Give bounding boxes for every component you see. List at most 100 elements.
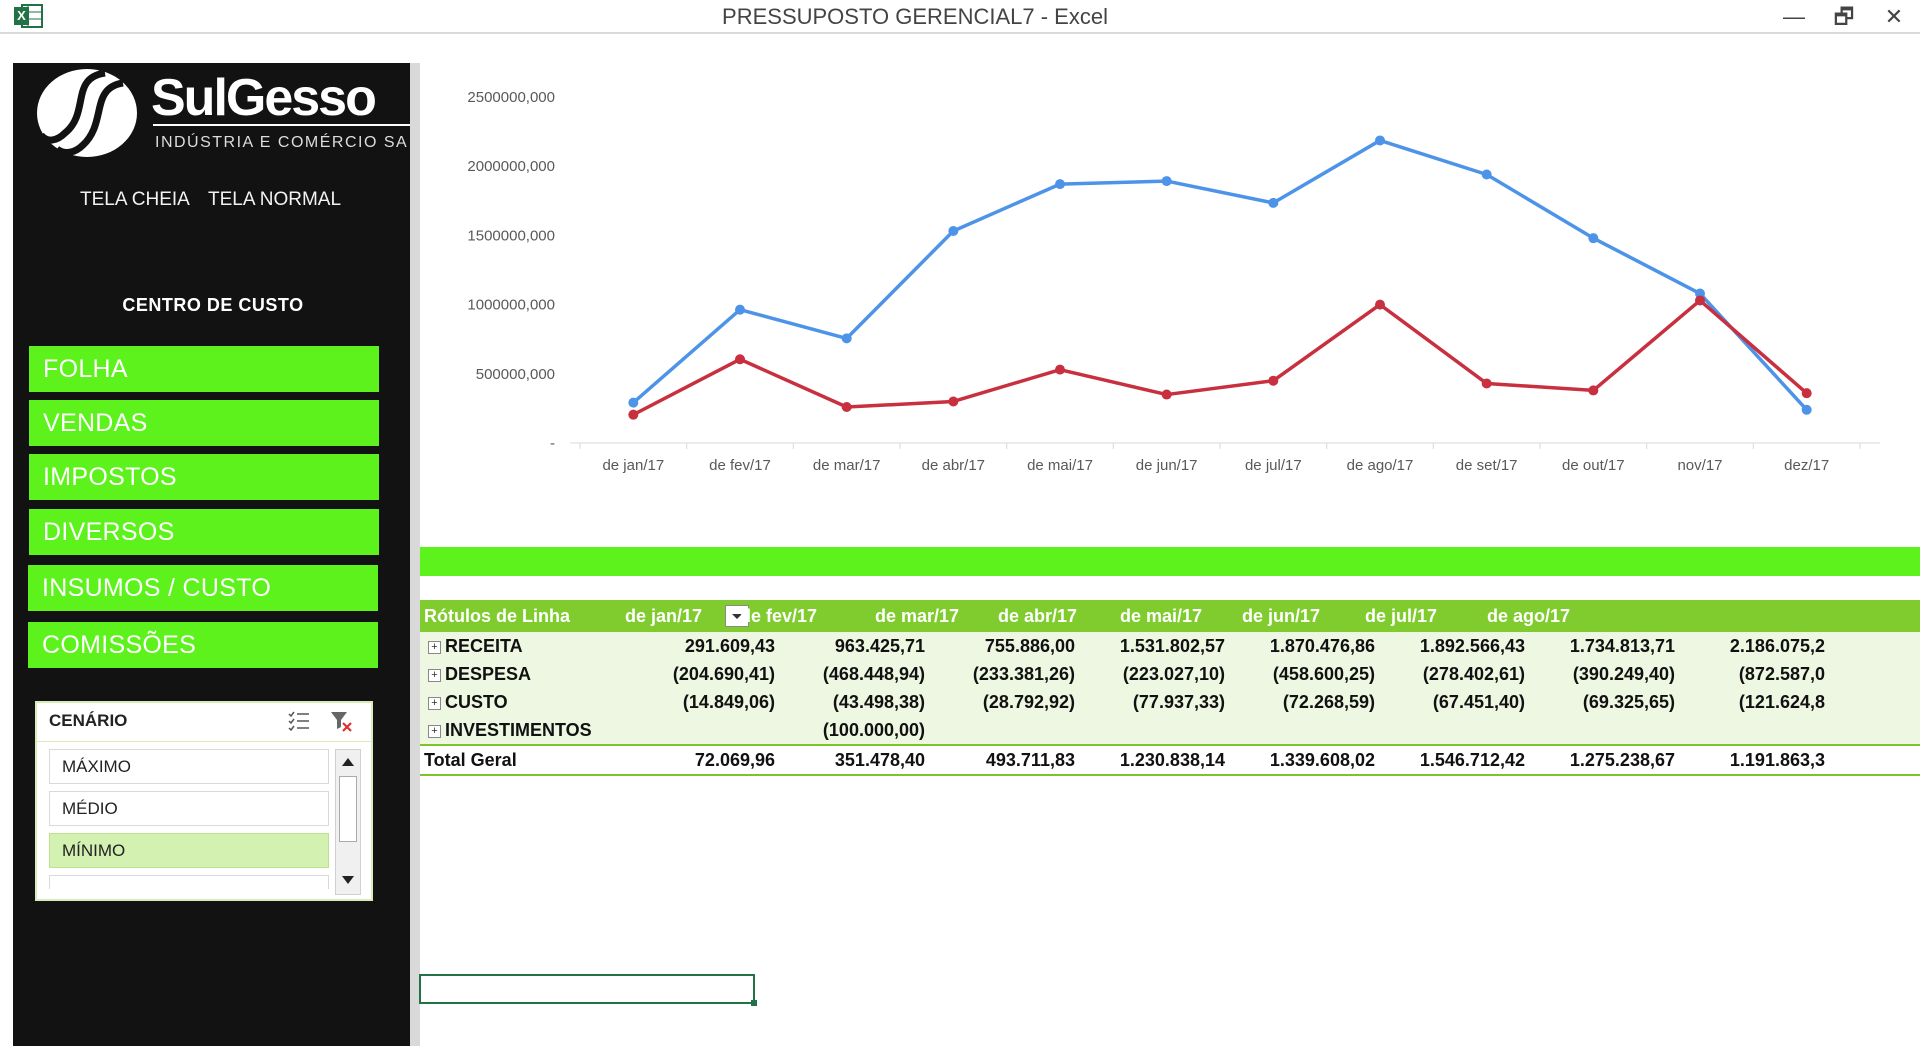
minimize-button[interactable]: — (1774, 2, 1814, 32)
menu-vendas-button[interactable]: VENDAS (29, 400, 379, 446)
pivot-col-header: de ago/17 (1487, 606, 1571, 626)
pivot-row: + DESPESA (204.690,41) (468.448,94) (233.381… (420, 660, 1920, 688)
pivot-total-cell: 72.069,96 (694, 750, 775, 770)
pivot-row-label[interactable]: + RECEITA (428, 632, 523, 660)
y-tick-label: 500000,000 (476, 366, 555, 383)
y-tick-label: 1500000,000 (467, 227, 555, 244)
x-tick-label: de abr/17 (922, 457, 985, 474)
expand-plus-icon[interactable]: + (428, 724, 441, 738)
pivot-table: Rótulos de Linha de jan/17 de fev/17 de ma… (420, 600, 1920, 780)
menu-impostos-button[interactable]: IMPOSTOS (29, 454, 379, 500)
pivot-cell: 1.892.566,43 (1419, 636, 1525, 656)
scroll-down-arrow-icon[interactable] (338, 870, 358, 890)
x-tick-label: nov/17 (1677, 457, 1722, 474)
series-0-point (1695, 288, 1705, 299)
pivot-row-label[interactable]: + CUSTO (428, 688, 508, 716)
series-1-point (1801, 388, 1812, 399)
slicer-item-partial (49, 875, 329, 889)
fill-handle[interactable] (751, 1000, 757, 1006)
series-0-point (735, 304, 745, 315)
pivot-cell: (67.451,40) (1432, 692, 1525, 712)
pivot-row-label-text: INVESTIMENTOS (445, 720, 592, 740)
pivot-total-cell: 1.230.838,14 (1119, 750, 1225, 770)
expand-plus-icon[interactable]: + (428, 696, 441, 710)
menu-insumos-custo-button[interactable]: INSUMOS / CUSTO (28, 565, 378, 611)
slicer-scrollbar[interactable] (335, 749, 361, 895)
pivot-cell (1525, 716, 1675, 744)
slicer-header: CENÁRIO (37, 703, 371, 742)
scroll-thumb[interactable] (339, 776, 357, 842)
selected-cell[interactable] (419, 974, 757, 1006)
excel-icon: X (14, 4, 43, 28)
menu-comissoes-button[interactable]: COMISSÕES (28, 622, 378, 668)
series-0-point (1161, 176, 1172, 187)
expand-plus-icon[interactable]: + (428, 668, 441, 682)
pivot-cell (1075, 716, 1225, 744)
series-1-point (841, 402, 852, 413)
pivot-cell: (14.849,06) (682, 692, 775, 712)
close-icon: ✕ (1884, 4, 1904, 29)
pivot-cell: (468.448,94) (822, 664, 925, 684)
restore-button[interactable]: 🗗 (1824, 2, 1864, 32)
window-title: PRESSUPOSTO GERENCIAL7 - Excel (722, 4, 1108, 29)
series-0-point (1375, 135, 1385, 146)
x-tick-label: de jul/17 (1245, 457, 1302, 474)
pivot-row-label[interactable]: + INVESTIMENTOS (428, 716, 592, 744)
pivot-total-cell: 1.546.712,42 (1419, 750, 1525, 770)
series-0-point (1268, 197, 1279, 208)
pivot-total-cell: 1.191.863,3 (1729, 750, 1825, 770)
pivot-cell: 1.870.476,86 (1269, 636, 1375, 656)
x-tick-label: de mai/17 (1027, 457, 1093, 474)
pivot-row: + RECEITA 291.609,43 963.425,71 755.886,00 1.… (420, 632, 1920, 660)
pivot-total-cell: 351.478,40 (834, 750, 925, 770)
pivot-total-cell: 493.711,83 (985, 750, 1075, 770)
pivot-cell (925, 716, 1075, 744)
x-tick-label: de ago/17 (1347, 457, 1414, 474)
series-0-point (841, 333, 852, 344)
expand-plus-icon[interactable]: + (428, 640, 441, 654)
slicer-item-maximo[interactable]: MÁXIMO (49, 749, 329, 784)
y-tick-label: 1000000,000 (467, 297, 555, 314)
pivot-col-header: de mar/17 (875, 606, 960, 626)
close-button[interactable]: ✕ (1874, 2, 1914, 32)
pivot-total-row: Total Geral 72.069,96 351.478,40 493.711,83… (420, 744, 1920, 776)
slicer-item-minimo[interactable]: MÍNIMO (49, 833, 329, 868)
slicer-item-medio[interactable]: MÉDIO (49, 791, 329, 826)
pivot-col-header: de jul/17 (1365, 606, 1438, 626)
pivot-row-label[interactable]: + DESPESA (428, 660, 531, 688)
cenario-slicer: CENÁRIO MÁXIMO MÉDIO MÍNIMO (35, 701, 373, 901)
tela-cheia-button[interactable]: TELA CHEIA (80, 189, 190, 210)
svg-text:X: X (17, 8, 26, 23)
tela-normal-button[interactable]: TELA NORMAL (208, 189, 342, 210)
pivot-header-row: Rótulos de Linha de jan/17 de fev/17 de ma… (420, 600, 1920, 632)
series-1-point (1695, 295, 1705, 306)
series-0-point (1481, 169, 1492, 180)
row-label-filter-button[interactable] (725, 605, 749, 627)
x-tick-label: de jun/17 (1136, 457, 1198, 474)
x-tick-label: de jan/17 (602, 457, 664, 474)
pivot-row-label-text: CUSTO (445, 692, 508, 712)
series-1-point (1588, 385, 1599, 396)
x-tick-label: de mar/17 (813, 457, 881, 474)
pivot-cell: (458.600,25) (1272, 664, 1375, 684)
y-tick-label: 2500000,000 (467, 89, 555, 106)
series-0-point (948, 225, 959, 236)
multi-select-icon[interactable] (287, 709, 311, 733)
scroll-up-arrow-icon[interactable] (338, 752, 358, 772)
clear-filter-icon[interactable] (329, 709, 353, 733)
pivot-cell: 291.609,43 (684, 636, 775, 656)
pivot-cell: (77.937,33) (1132, 692, 1225, 712)
pivot-cell: 755.886,00 (984, 636, 1075, 656)
pivot-cell: (121.624,8 (1738, 692, 1825, 712)
x-tick-label: de set/17 (1456, 457, 1518, 474)
series-line-1 (632, 298, 1808, 417)
pivot-row-label-text: DESPESA (445, 664, 532, 684)
pivot-cell (1225, 716, 1375, 744)
series-0-point (628, 397, 639, 408)
menu-folha-button[interactable]: FOLHA (29, 346, 379, 392)
slicer-title: CENÁRIO (49, 711, 128, 730)
menu-diversos-button[interactable]: DIVERSOS (29, 509, 379, 555)
row-labels-header: Rótulos de Linha (424, 606, 570, 626)
sidebar-divider (410, 63, 420, 1046)
logo-tagline: INDÚSTRIA E COMÉRCIO SA (155, 132, 408, 151)
